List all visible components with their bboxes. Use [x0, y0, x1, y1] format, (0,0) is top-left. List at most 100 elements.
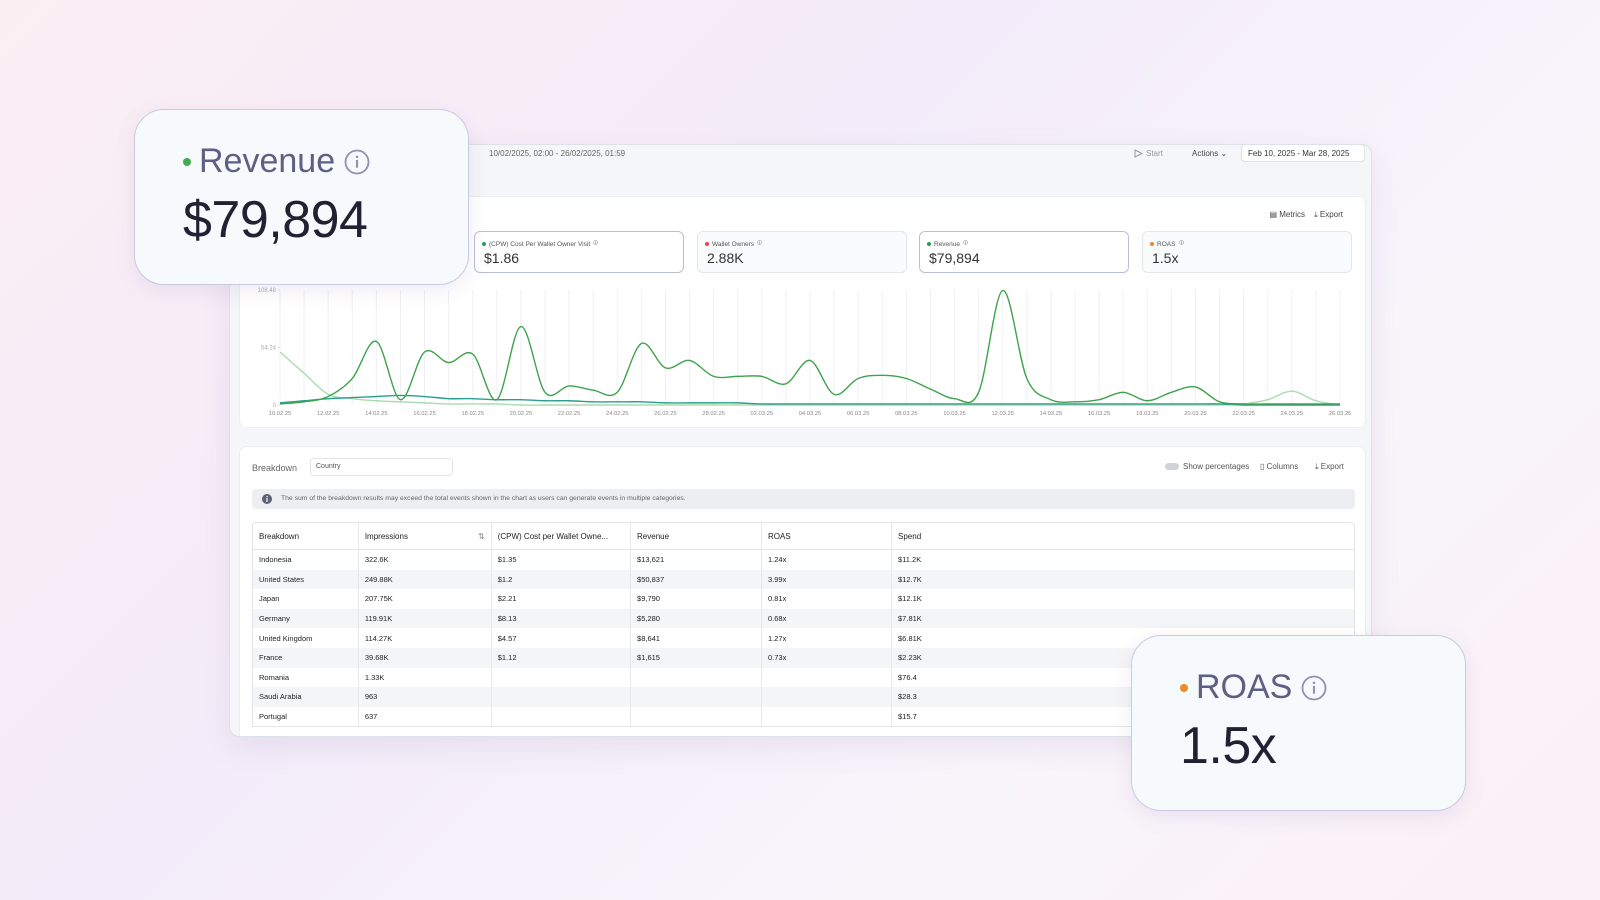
table-cell: $2.21 — [491, 589, 632, 609]
table-cell: Japan — [253, 589, 359, 609]
table-cell: France — [253, 647, 359, 668]
callout-label-text: Revenue — [199, 142, 336, 180]
info-dot — [1312, 681, 1316, 684]
table-cell: $1.12 — [491, 647, 632, 668]
x-tick-label: 16.02.25 — [413, 411, 436, 417]
cell-text: $1.2 — [497, 574, 513, 584]
x-tick-label: 22.03.25 — [1232, 411, 1255, 417]
table-cell — [761, 687, 893, 707]
callout-label: ROAS — [1180, 668, 1327, 707]
export-button[interactable]: ⤓ Export — [1314, 210, 1343, 219]
callout-label: Revenue — [183, 142, 370, 181]
info-stem — [759, 241, 761, 245]
table-cell: $8.13 — [491, 608, 632, 629]
info-stem — [595, 241, 597, 245]
table-cell: Indonesia — [253, 549, 359, 570]
info-circle — [1179, 240, 1184, 245]
metric-label: Revenue — [927, 239, 969, 248]
show-percentages-toggle[interactable]: Show percentages — [1165, 462, 1249, 471]
metric-value: $79,894 — [929, 250, 980, 266]
column-header: (CPW) Cost per Wallet Owne... — [491, 523, 632, 550]
column-header: Revenue — [630, 523, 762, 550]
x-tick-label: 10.02.25 — [269, 411, 292, 417]
cell-text: $4.57 — [497, 633, 517, 643]
table-cell — [491, 687, 632, 707]
metric-dot — [927, 242, 931, 247]
table-cell: $12.1K — [891, 589, 1354, 609]
info-stem — [1312, 685, 1316, 694]
info-dot — [355, 155, 359, 158]
cell-text: $12.1K — [898, 594, 922, 604]
table-cell: 249.88K — [358, 569, 492, 590]
toggle — [1165, 463, 1179, 470]
cell-text: Romania — [259, 672, 290, 682]
table-cell: 114.27K — [358, 628, 492, 648]
metric-label: ROAS — [1150, 239, 1185, 248]
series-line — [279, 351, 1341, 406]
date-picker[interactable]: Feb 10, 2025 - Mar 28, 2025 — [1241, 145, 1365, 162]
export-button[interactable]: ⤓ Export — [1315, 462, 1344, 471]
y-tick-label: 0 — [273, 403, 277, 409]
metric-card[interactable]: ROAS 1.5x — [1142, 231, 1352, 273]
callout-dot — [1180, 683, 1188, 692]
x-tick-label: 06.03.25 — [847, 411, 870, 417]
info-circle — [757, 240, 763, 245]
breakdown-card: Breakdown Country Show percentages ▯ Col… — [239, 446, 1366, 736]
x-tick-label: 18.02.25 — [461, 411, 484, 417]
columns-button[interactable]: ▯ Columns — [1260, 462, 1299, 471]
country-select[interactable]: Country — [310, 458, 453, 476]
series-line — [279, 289, 1340, 405]
x-tick-label: 20.02.25 — [510, 411, 533, 417]
cell-text: $6.81K — [898, 633, 922, 643]
table-row: Indonesia 322.6K $1.35 $13,621 1.24x $11.2K — [253, 549, 1354, 570]
cell-text: $28.3 — [898, 692, 917, 702]
cell-text: 1.27x — [767, 633, 787, 643]
table-cell: $7.81K — [891, 608, 1354, 629]
actions-button[interactable]: Actions ⌄ — [1192, 149, 1228, 158]
play-icon — [1134, 149, 1143, 158]
x-tick-label: 04.03.25 — [799, 411, 822, 417]
table-cell — [761, 706, 893, 727]
cell-text: $50,837 — [637, 574, 665, 584]
metric-card[interactable]: Revenue $79,894 — [919, 231, 1129, 273]
info-dot — [759, 240, 761, 242]
cell-text: $1,615 — [637, 653, 660, 663]
info-circle — [344, 149, 370, 174]
table-cell: $9,790 — [630, 589, 762, 609]
metric-card[interactable]: (CPW) Cost Per Wallet Owner Visit $1.86 — [474, 231, 684, 273]
callout-value: 1.5x — [1180, 717, 1277, 775]
table-cell: 322.6K — [358, 549, 492, 570]
x-tick-label: 02.03.25 — [751, 411, 774, 417]
cell-text: Japan — [259, 594, 280, 604]
info-icon — [593, 240, 599, 245]
metrics-button[interactable]: ▤ Metrics — [1269, 210, 1305, 219]
export-label: Export — [1320, 462, 1344, 471]
column-header[interactable]: Impressions ⇅ — [358, 523, 492, 550]
metric-label-text: Wallet Owners — [712, 241, 755, 248]
metric-label-text: (CPW) Cost Per Wallet Owner Visit — [489, 241, 591, 248]
cell-text: 207.75K — [364, 594, 393, 604]
cell-text: $5,280 — [637, 614, 660, 624]
table-cell: $50,837 — [630, 569, 762, 590]
cell-text: 1.33K — [364, 672, 385, 682]
start-button[interactable]: Start — [1134, 149, 1163, 158]
metric-dot — [705, 242, 709, 247]
metric-value: 1.5x — [1152, 250, 1179, 266]
date-picker-label: Feb 10, 2025 - Mar 28, 2025 — [1248, 149, 1350, 158]
info-stem — [965, 241, 967, 245]
table-cell: 0.73x — [761, 647, 893, 668]
table-cell: $1.2 — [491, 569, 632, 590]
cell-text: 963 — [364, 692, 378, 702]
info-dot — [965, 240, 967, 242]
table-cell: Germany — [253, 608, 359, 629]
breakdown-label: Breakdown — [252, 463, 298, 473]
metric-dot — [482, 242, 486, 247]
breakdown-table: Breakdown Impressions ⇅ (CPW) Cost per Wall… — [253, 523, 1354, 727]
cell-text: $1.35 — [497, 555, 517, 565]
table-row: Japan 207.75K $2.21 $9,790 0.81x $12.1K — [253, 589, 1354, 609]
table-row: France 39.68K $1.12 $1,615 0.73x $2.23K — [253, 647, 1354, 668]
table-cell: 963 — [358, 687, 492, 707]
cell-text: Germany — [259, 614, 290, 624]
metric-card[interactable]: Wallet Owners 2.88K — [697, 231, 907, 273]
x-tick-label: 24.02.25 — [606, 411, 629, 417]
